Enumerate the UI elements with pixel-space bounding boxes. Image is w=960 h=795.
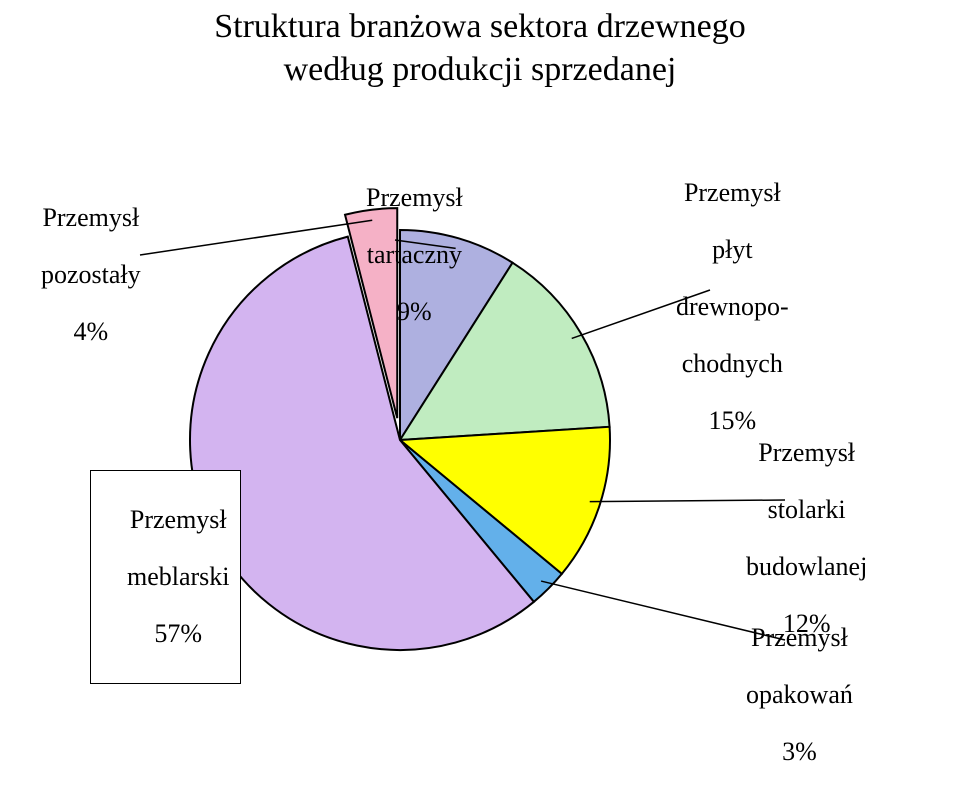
label-opakowan: Przemysł opakowań 3%	[720, 595, 853, 795]
pie-chart: Przemysł pozostały 4% Przemysł tartaczny…	[0, 0, 960, 689]
label-tartaczny: Przemysł tartaczny 9%	[340, 155, 463, 355]
label-meblarski: Przemysł meblarski 57%	[90, 470, 241, 684]
label-pozostaly: Przemysł pozostały 4%	[15, 175, 141, 375]
